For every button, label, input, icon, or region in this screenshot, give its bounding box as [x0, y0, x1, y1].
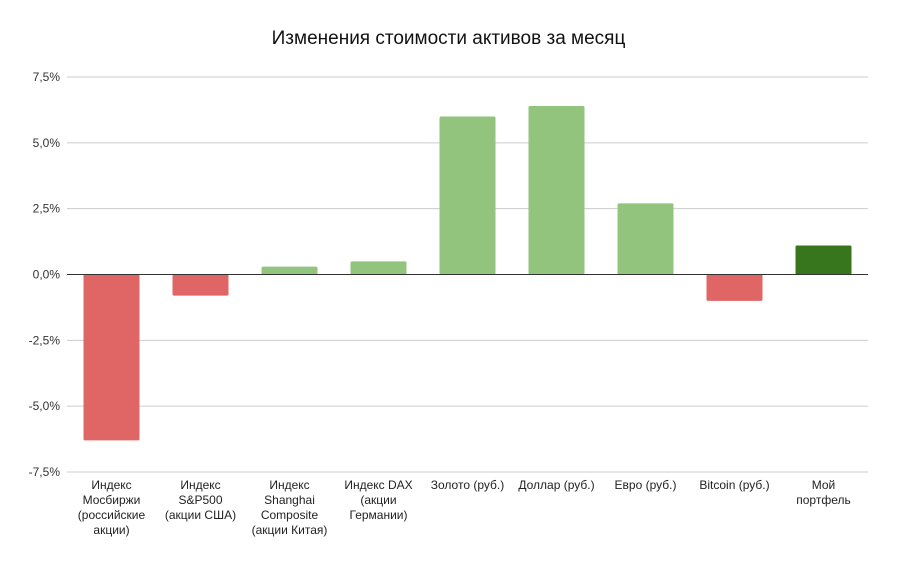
x-tick-label: Доллар (руб.) — [518, 478, 594, 492]
bar — [617, 203, 674, 275]
bar — [439, 116, 496, 275]
x-tick-label: Золото (руб.) — [431, 478, 504, 492]
y-tick-label: -7,5% — [29, 465, 61, 479]
x-tick-label: Индекс DAX (акции Германии) — [344, 478, 412, 522]
x-tick-label: Bitcoin (руб.) — [699, 478, 769, 492]
x-tick-label: Индекс Мосбиржи (российские акции) — [78, 478, 146, 537]
bar — [350, 261, 407, 275]
y-tick-label: -2,5% — [29, 333, 61, 347]
x-tick-label: Индекс Shanghai Composite (акции Китая) — [252, 478, 328, 537]
x-tick-label: Индекс S&P500 (акции США) — [165, 478, 236, 522]
bar — [261, 266, 318, 275]
bar — [795, 245, 852, 275]
bar — [706, 274, 763, 301]
chart-title: Изменения стоимости активов за месяц — [271, 28, 626, 49]
y-tick-label: 5,0% — [33, 136, 61, 150]
y-tick-label: 2,5% — [33, 202, 61, 216]
x-tick-label: Евро (руб.) — [615, 478, 677, 492]
bar — [172, 274, 229, 296]
y-tick-label: 7,5% — [33, 70, 61, 84]
y-tick-label: -5,0% — [29, 399, 61, 413]
bar — [528, 105, 585, 275]
bar — [83, 274, 140, 441]
x-tick-label: Мой портфель — [796, 478, 850, 507]
y-tick-label: 0,0% — [33, 268, 61, 282]
